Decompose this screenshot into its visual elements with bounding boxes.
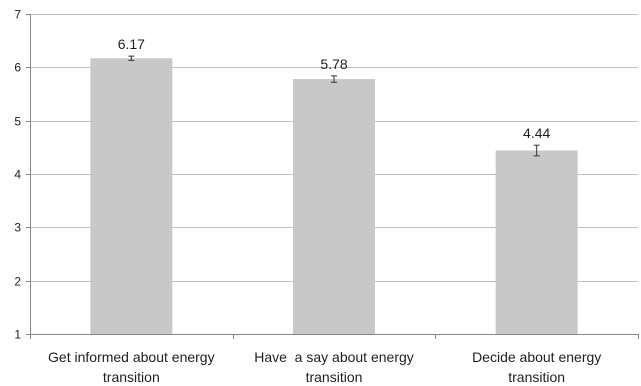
bar-2 — [293, 79, 375, 334]
labels: 1 2 3 4 5 6 7 6.17 Get informed about energy tran… — [14, 8, 601, 386]
data-label-3: 4.44 — [523, 125, 550, 141]
x-category-label-2-line-2: transition — [306, 369, 363, 385]
y-tick-label-4: 4 — [14, 168, 21, 182]
y-tick-label-1: 1 — [14, 328, 21, 342]
x-category-label-1-line-2: transition — [103, 369, 160, 385]
x-category-label-1-line-1: Get informed about energy — [48, 349, 215, 365]
bar-1 — [90, 58, 173, 335]
x-category-label-2-line-1: Have a say about energy — [254, 349, 414, 365]
data-label-1: 6.17 — [118, 36, 145, 52]
x-category-label-3-line-1: Decide about energy — [472, 349, 601, 365]
y-tick-label-6: 6 — [14, 61, 21, 75]
data-label-2: 5.78 — [320, 56, 347, 72]
bars — [90, 55, 578, 335]
bar-3 — [495, 150, 578, 334]
y-tick-label-5: 5 — [14, 115, 21, 129]
axes — [26, 14, 639, 339]
y-tick-label-2: 2 — [14, 275, 21, 289]
y-tick-label-3: 3 — [14, 221, 21, 235]
x-category-label-3-line-2: transition — [508, 369, 565, 385]
y-tick-label-7: 7 — [14, 8, 21, 22]
